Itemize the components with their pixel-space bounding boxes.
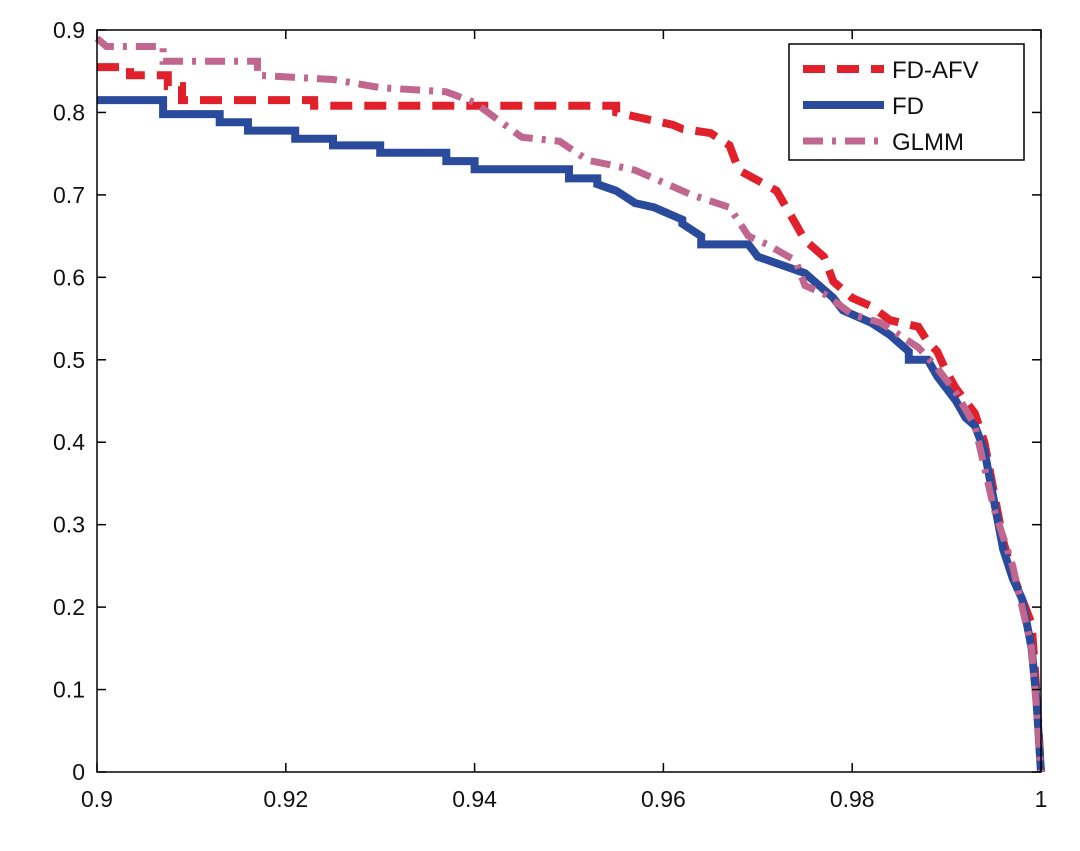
y-tick-label: 0.2 <box>53 594 85 620</box>
y-tick-label: 0.9 <box>53 17 85 43</box>
legend: FD-AFV FD GLMM <box>788 43 1025 161</box>
y-tick-label: 0.8 <box>53 99 85 125</box>
legend-label: FD-AFV <box>892 57 979 84</box>
x-tick-label: 0.9 <box>81 786 113 812</box>
x-tick-label: 0.94 <box>452 786 497 812</box>
y-tick-label: 0.4 <box>53 429 85 455</box>
y-tick-label: 0.7 <box>53 182 85 208</box>
x-tick-label: 0.92 <box>263 786 308 812</box>
legend-items: FD-AFV FD GLMM <box>803 57 979 156</box>
y-tick-label: 0.5 <box>53 347 85 373</box>
series-layer <box>94 35 1045 773</box>
y-tick-label: 0 <box>72 759 85 785</box>
y-tick-label: 0.3 <box>53 512 85 538</box>
x-tick-label: 0.96 <box>641 786 686 812</box>
y-tick-label: 0.1 <box>53 677 85 703</box>
y-axis: 0 0.1 0.2 0.3 0.4 0.5 0.6 0.7 0.8 0.9 <box>53 17 1041 785</box>
x-tick-label: 0.98 <box>830 786 875 812</box>
legend-label: FD <box>892 93 924 120</box>
x-tick-label: 1 <box>1035 786 1048 812</box>
legend-label: GLMM <box>892 129 964 156</box>
x-axis: 0.9 0.92 0.94 0.96 0.98 1 <box>81 30 1047 812</box>
y-tick-label: 0.6 <box>53 264 85 290</box>
plot-frame <box>96 29 1042 773</box>
series-line-fd-afv <box>97 63 1045 773</box>
